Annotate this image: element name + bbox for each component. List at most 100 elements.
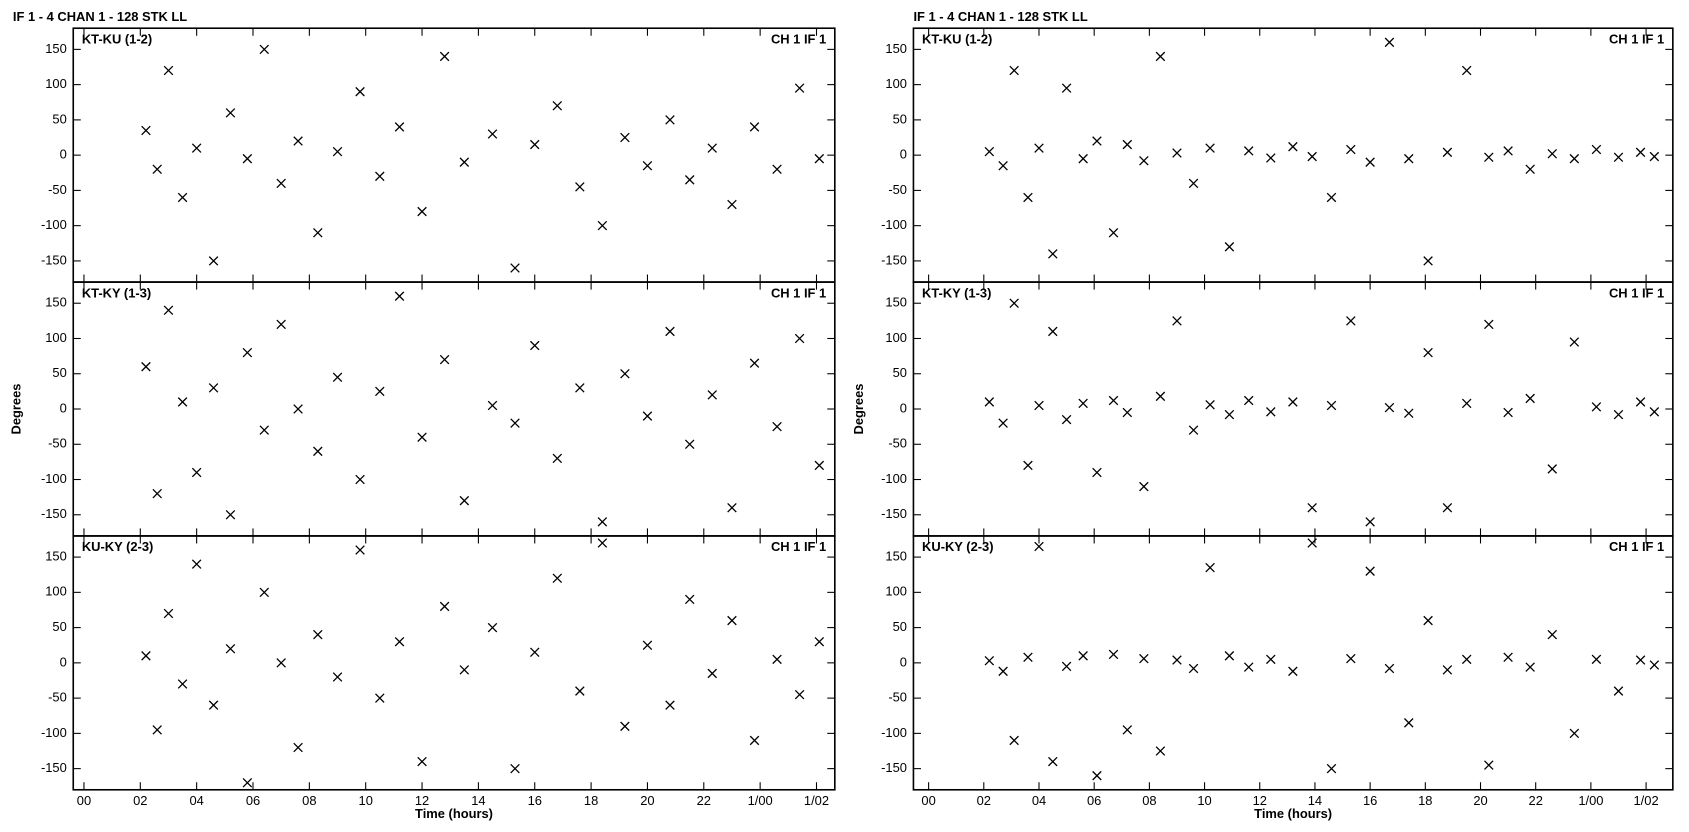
y-tick-label: 50 xyxy=(52,619,66,634)
point xyxy=(313,227,323,238)
point xyxy=(529,139,540,150)
x-tick-label: 08 xyxy=(1142,793,1156,808)
point xyxy=(1108,227,1119,238)
panel-label: KT-KY (1-3) xyxy=(922,285,991,300)
point xyxy=(1009,65,1019,76)
point xyxy=(1172,655,1182,665)
point xyxy=(1326,192,1337,203)
x-tick-label: 14 xyxy=(1308,793,1322,808)
point xyxy=(1122,139,1133,150)
point xyxy=(1423,615,1433,626)
point xyxy=(1461,65,1472,76)
point xyxy=(794,333,805,344)
x-tick-label: 04 xyxy=(189,793,203,808)
point xyxy=(1061,83,1072,93)
y-tick-label: -150 xyxy=(41,252,67,267)
x-tick-label: 00 xyxy=(77,793,91,808)
y-tick-label: 150 xyxy=(45,41,67,56)
point xyxy=(191,467,202,478)
point xyxy=(293,136,303,146)
y-tick-label: -150 xyxy=(881,506,907,521)
point xyxy=(152,164,162,175)
point xyxy=(814,153,825,164)
point xyxy=(1092,467,1102,478)
point xyxy=(1423,347,1433,358)
x-tick-label: 10 xyxy=(359,793,373,808)
y-tick-label: 50 xyxy=(52,111,66,126)
y-tick-label: 100 xyxy=(45,584,67,599)
point xyxy=(1108,395,1119,406)
point xyxy=(152,488,162,499)
point xyxy=(1224,651,1235,661)
y-tick-label: -100 xyxy=(881,471,907,486)
point xyxy=(1403,408,1414,419)
point xyxy=(1384,37,1395,48)
point xyxy=(1346,144,1356,155)
x-tick-label: 04 xyxy=(1032,793,1046,808)
point xyxy=(794,689,805,700)
panel-frame xyxy=(912,27,1674,283)
point xyxy=(597,517,608,527)
point xyxy=(749,122,760,132)
point xyxy=(191,143,202,153)
point xyxy=(1034,143,1044,153)
panel-annotation: CH 1 IF 1 xyxy=(771,539,826,554)
point xyxy=(1139,653,1149,664)
point xyxy=(439,354,450,365)
point xyxy=(225,643,236,654)
point xyxy=(439,601,450,612)
point xyxy=(642,160,653,171)
point xyxy=(1092,136,1102,146)
panel-annotation: CH 1 IF 1 xyxy=(1609,31,1664,46)
point xyxy=(1205,562,1215,573)
point xyxy=(1442,502,1453,513)
panel-frame xyxy=(72,281,836,537)
panel-label: KT-KU (1-2) xyxy=(82,31,152,46)
point xyxy=(1484,152,1494,163)
x-tick-label: 14 xyxy=(471,793,485,808)
y-tick-label: -50 xyxy=(888,436,907,451)
point xyxy=(1591,144,1602,155)
point xyxy=(552,573,563,584)
point xyxy=(552,453,563,464)
point xyxy=(1266,654,1276,665)
y-tick-label: -100 xyxy=(881,725,907,740)
point xyxy=(1326,763,1337,774)
point xyxy=(1326,400,1337,411)
y-tick-label: 50 xyxy=(893,111,907,126)
point xyxy=(642,411,653,421)
point xyxy=(332,672,343,682)
point xyxy=(1503,652,1513,662)
point xyxy=(1188,663,1199,674)
point xyxy=(998,418,1008,428)
point xyxy=(1243,395,1254,406)
point xyxy=(575,182,585,192)
point xyxy=(1023,652,1033,662)
x-tick-label: 18 xyxy=(584,793,598,808)
point xyxy=(276,178,286,189)
point xyxy=(242,347,253,358)
point xyxy=(313,629,323,640)
y-tick-label: 100 xyxy=(885,584,907,599)
point xyxy=(259,44,270,55)
point xyxy=(510,263,520,273)
y-tick-label: -150 xyxy=(41,506,67,521)
point xyxy=(1461,654,1472,665)
y-tick-label: 100 xyxy=(45,76,67,91)
x-tick-label: 16 xyxy=(1363,793,1377,808)
y-tick-label: 0 xyxy=(900,400,907,415)
point xyxy=(1224,242,1235,252)
point xyxy=(375,386,385,397)
point xyxy=(487,622,498,633)
point xyxy=(191,559,202,569)
point xyxy=(1266,407,1276,417)
point xyxy=(259,425,270,435)
point xyxy=(1188,425,1199,435)
point xyxy=(1122,725,1133,735)
point xyxy=(1569,337,1580,347)
panel-label: KU-KY (2-3) xyxy=(82,539,153,554)
point xyxy=(1288,141,1298,152)
x-axis-label: Time (hours) xyxy=(1254,806,1332,821)
point xyxy=(1243,662,1254,672)
